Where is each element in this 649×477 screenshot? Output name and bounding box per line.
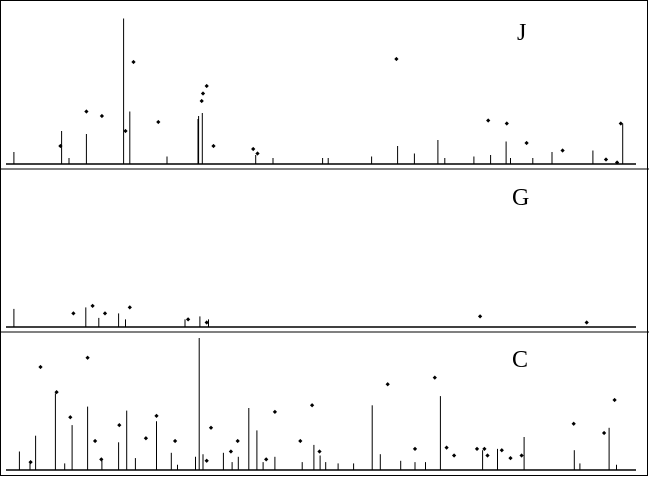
panel-c-dot-15 bbox=[264, 457, 269, 462]
panel-c-dot-17 bbox=[298, 438, 303, 444]
panel-j-dot-7 bbox=[200, 91, 206, 96]
panel-c-dot-31 bbox=[571, 421, 576, 426]
panel-c-label: C bbox=[512, 347, 528, 373]
panel-c-dot-29 bbox=[508, 455, 513, 461]
panel-g-dot-3 bbox=[127, 305, 132, 310]
panel-g-label: G bbox=[512, 185, 529, 211]
panel-c-dot-23 bbox=[444, 445, 449, 450]
panel-c-dot-13 bbox=[228, 449, 234, 454]
panel-c-dot-20 bbox=[385, 382, 390, 387]
panel-j-dot-4 bbox=[131, 59, 136, 65]
panel-j-dot-15 bbox=[524, 140, 529, 146]
panel-c-dot-28 bbox=[499, 448, 504, 453]
panel-j-label: J bbox=[517, 20, 526, 46]
panel-c-dot-27 bbox=[485, 453, 490, 458]
panel-j-dot-6 bbox=[199, 98, 204, 104]
panel-c-dot-11 bbox=[204, 458, 209, 463]
panel-j-dot-11 bbox=[255, 151, 260, 156]
panel-c-dot-25 bbox=[474, 446, 480, 452]
panel-c-dot-33 bbox=[612, 397, 617, 403]
panel-g-spikes bbox=[13, 307, 209, 327]
panel-j-dot-18 bbox=[614, 160, 620, 165]
panel-g-dot-7 bbox=[584, 320, 589, 325]
panel-g-dots bbox=[71, 303, 589, 325]
panel-c-dot-26 bbox=[482, 446, 487, 452]
panel-j-spikes bbox=[13, 18, 624, 164]
panel-j-dot-10 bbox=[251, 146, 256, 152]
panel-j: J bbox=[6, 18, 636, 165]
panel-c-dot-24 bbox=[451, 453, 457, 458]
panel-j-dot-5 bbox=[156, 119, 161, 125]
panel-c-dot-9 bbox=[154, 413, 159, 419]
panel-c-spikes bbox=[18, 338, 617, 470]
panel-c-dot-19 bbox=[317, 449, 322, 454]
panel-c-dot-32 bbox=[601, 430, 607, 436]
panel-c-dot-18 bbox=[309, 403, 315, 408]
panel-g-dot-6 bbox=[477, 314, 483, 319]
panel-c-dot-12 bbox=[208, 425, 214, 430]
panel-c-dot-14 bbox=[235, 438, 240, 444]
panel-j-dot-8 bbox=[204, 83, 209, 89]
panel-j-dot-2 bbox=[99, 113, 105, 119]
panel-c-dot-10 bbox=[172, 438, 178, 444]
panel-g-dot-4 bbox=[185, 317, 191, 322]
panel-g: G bbox=[6, 185, 636, 328]
panel-j-dot-9 bbox=[211, 143, 216, 149]
panel-c: C bbox=[6, 338, 636, 471]
panel-j-dot-17 bbox=[603, 157, 609, 162]
panel-c-dot-22 bbox=[432, 375, 437, 380]
panel-j-dot-16 bbox=[560, 148, 565, 153]
panel-c-dot-30 bbox=[519, 453, 524, 458]
panel-c-dot-21 bbox=[412, 446, 418, 452]
panel-c-dot-8 bbox=[143, 436, 149, 441]
panel-g-dot-5 bbox=[204, 320, 209, 325]
panel-c-dot-16 bbox=[272, 409, 278, 415]
panel-j-dot-3 bbox=[123, 128, 128, 134]
panel-j-dot-0 bbox=[58, 143, 63, 149]
panel-j-dot-1 bbox=[84, 109, 89, 114]
